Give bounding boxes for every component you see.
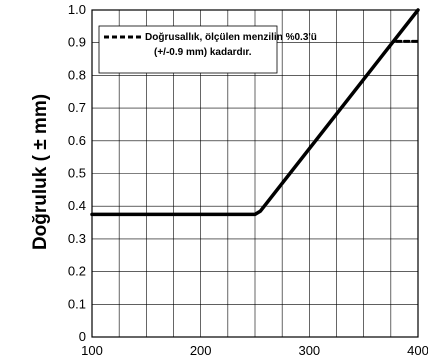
y-tick-label: 0.9 (68, 35, 86, 50)
legend-line-2: (+/-0.9 mm) kadardır. (154, 47, 252, 58)
y-tick-label: 0.8 (68, 67, 86, 82)
x-tick-label: 400 (407, 343, 428, 358)
y-tick-label: 1.0 (68, 2, 86, 17)
y-tick-label: 0.5 (68, 166, 86, 181)
y-tick-label: 0.2 (68, 264, 86, 279)
y-tick-label: 0 (79, 329, 86, 344)
series-group (90, 8, 420, 217)
x-axis-ticks: 100 200 300 400 (81, 343, 428, 358)
y-axis-ticks: 0 0.1 0.2 0.3 0.4 0.5 0.6 0.7 0.8 0.9 1.0 (68, 2, 86, 344)
y-tick-label: 0.3 (68, 231, 86, 246)
legend: Doğrusallık, ölçülen menzilin %0.3'ü (+/… (98, 25, 317, 74)
series-accuracy-solid (90, 8, 420, 217)
x-tick-label: 300 (298, 343, 320, 358)
y-tick-label: 0.4 (68, 198, 86, 213)
legend-line-1: Doğrusallık, ölçülen menzilin %0.3'ü (145, 32, 317, 43)
y-tick-label: 0.1 (68, 296, 86, 311)
x-tick-label: 100 (81, 343, 103, 358)
x-tick-label: 200 (190, 343, 212, 358)
legend-box (98, 25, 278, 74)
plot-frame (91, 9, 419, 338)
y-axis-label: Doğruluk ( ± mm) (30, 94, 51, 250)
y-tick-label: 0.7 (68, 100, 86, 115)
y-tick-label: 0.6 (68, 133, 86, 148)
